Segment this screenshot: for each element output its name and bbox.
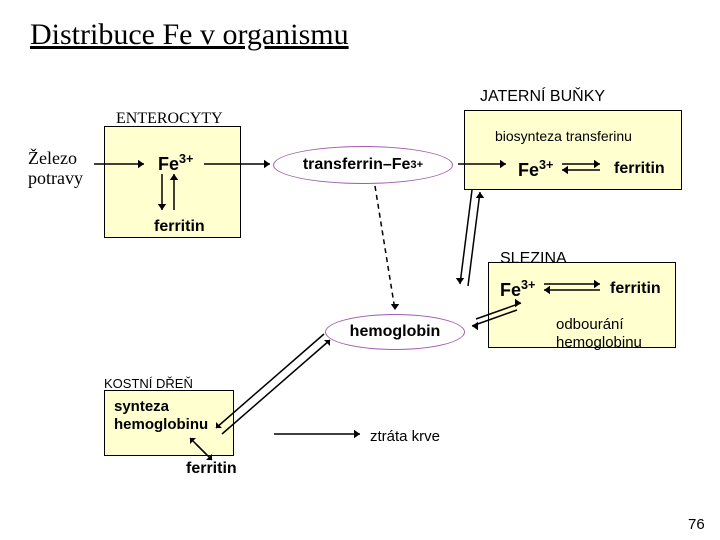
label-potravy: potravy: [28, 168, 83, 189]
label-synteza1: synteza: [114, 398, 169, 415]
label-odbourani2: hemoglobinu: [556, 334, 642, 351]
ellipse-transferrin: transferrin–Fe3+: [273, 146, 453, 184]
label-fe_entero: Fe3+: [158, 152, 193, 175]
page-title: Distribuce Fe v organismu: [30, 18, 349, 52]
label-jaterni_title: JATERNÍ BUŇKY: [480, 88, 605, 106]
label-ferritin_dren: ferritin: [186, 460, 237, 478]
label-slezina_title: SLEZINA: [500, 250, 567, 268]
label-ztrata: ztráta krve: [370, 428, 440, 445]
label-ferritin_slezina: ferritin: [610, 280, 661, 298]
diagram-canvas: Distribuce Fe v organismu JATERNÍ BUŇKY E…: [0, 0, 720, 540]
box-jaterni: [464, 110, 682, 190]
label-zelezo: Železo: [28, 148, 77, 169]
label-enterocyty_title: ENTEROCYTY: [116, 110, 223, 128]
label-biosynteza: biosynteza transferinu: [495, 128, 632, 144]
ellipse-hemoglobin: hemoglobin: [325, 314, 465, 350]
label-odbourani1: odbourání: [556, 316, 624, 333]
label-ferritin_entero: ferritin: [154, 218, 205, 236]
page-number: 76: [688, 516, 705, 533]
label-ferritin_jaterni: ferritin: [614, 160, 665, 178]
label-kostni: KOSTNÍ DŘEŇ: [104, 376, 193, 391]
label-synteza2: hemoglobinu: [114, 416, 208, 433]
label-fe_jaterni: Fe3+: [518, 158, 553, 181]
label-fe_slezina: Fe3+: [500, 278, 535, 301]
